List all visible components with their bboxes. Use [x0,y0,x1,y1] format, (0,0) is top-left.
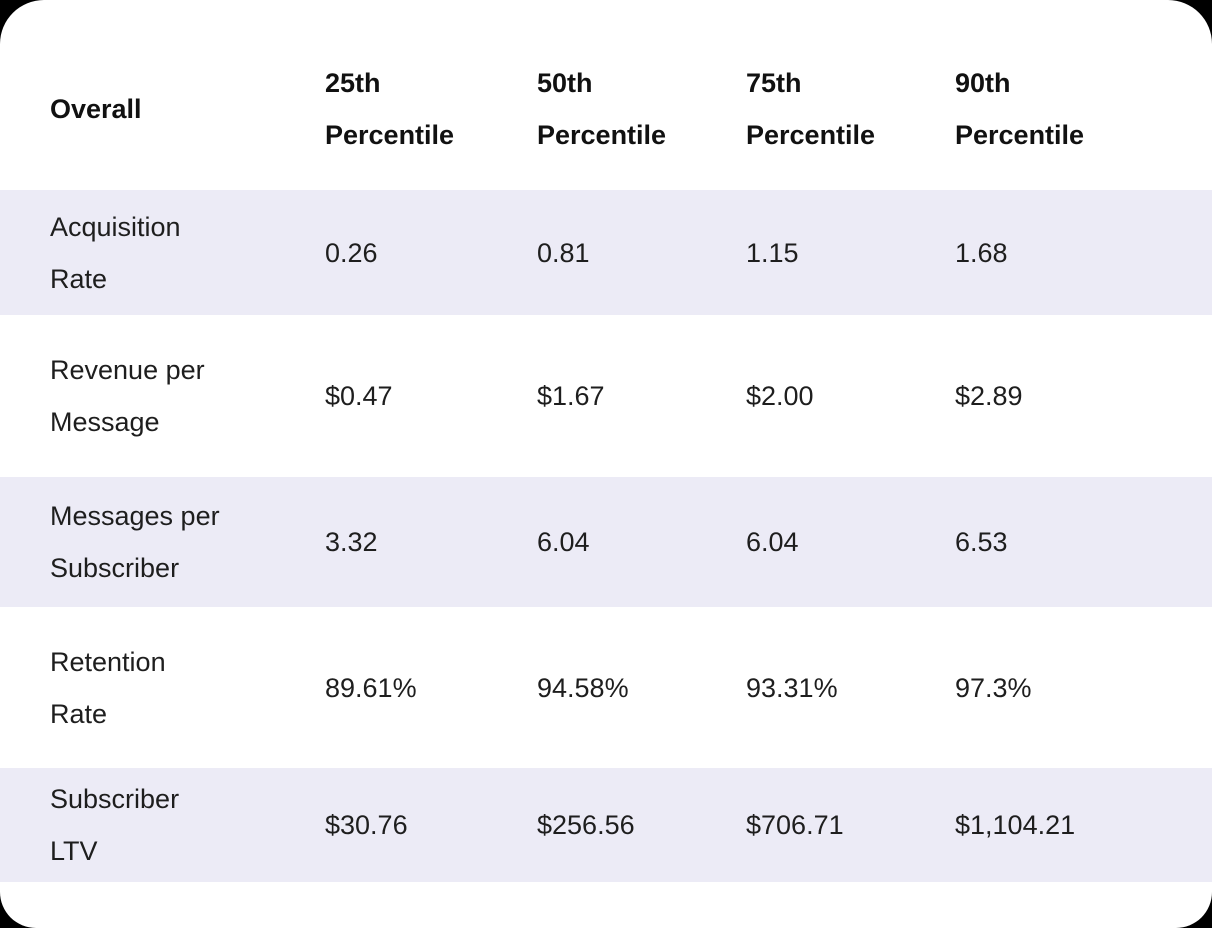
row-label: Subscriber LTV [50,784,180,866]
header-label: 90th Percentile [955,68,1085,150]
cell-value: 6.04 [746,527,799,557]
cell-value: 6.04 [537,527,590,557]
cell-value: 1.68 [955,237,1008,268]
table-row-retention-rate: Retention Rate 89.61% 94.58% 93.31% 97.3… [0,607,1212,768]
table-row-revenue-per-message: Revenue per Message $0.47 $1.67 $2.00 $2… [0,315,1212,477]
cell-value: 6.53 [955,527,1008,557]
cell-value: 93.31% [746,672,838,703]
cell-value: $0.47 [325,381,393,411]
cell-value: $706.71 [746,810,844,840]
row-label: Revenue per Message [50,355,205,437]
cell-value: $256.56 [537,810,635,840]
row-label: Retention Rate [50,646,166,729]
table-row-subscriber-ltv: Subscriber LTV $30.76 $256.56 $706.71 $1… [0,768,1212,882]
cell-value: 94.58% [537,672,629,703]
header-label: Overall [50,94,142,124]
header-label: 75th Percentile [746,68,876,150]
header-25th-percentile: 25th Percentile [325,0,537,190]
cell-value: 0.26 [325,237,378,268]
header-label: 25th Percentile [325,68,455,150]
row-label: Acquisition Rate [50,211,181,294]
table-row-acquisition-rate: Acquisition Rate 0.26 0.81 1.15 1.68 [0,190,1212,315]
cell-value: 1.15 [746,237,799,268]
header-75th-percentile: 75th Percentile [746,0,955,190]
header-90th-percentile: 90th Percentile [955,0,1212,190]
cell-value: $1.67 [537,381,605,411]
cell-value: 0.81 [537,237,590,268]
header-label: 50th Percentile [537,68,667,150]
table-header-row: Overall 25th Percentile 50th Percentile … [0,0,1212,190]
percentile-table: Overall 25th Percentile 50th Percentile … [0,0,1212,882]
table-row-messages-per-subscriber: Messages per Subscriber 3.32 6.04 6.04 6… [0,477,1212,607]
cell-value: $30.76 [325,810,408,840]
cell-value: 89.61% [325,672,417,703]
cell-value: $2.89 [955,381,1023,411]
header-overall: Overall [0,0,325,190]
cell-value: 97.3% [955,672,1032,703]
row-label: Messages per Subscriber [50,501,220,583]
header-50th-percentile: 50th Percentile [537,0,746,190]
cell-value: $2.00 [746,381,814,411]
cell-value: 3.32 [325,527,378,557]
cell-value: $1,104.21 [955,810,1076,840]
